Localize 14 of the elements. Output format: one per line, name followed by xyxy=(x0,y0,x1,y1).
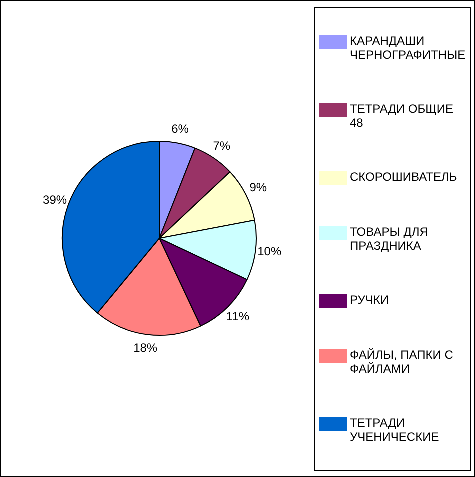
data-label: 11% xyxy=(226,309,250,324)
legend-label: СКОРОШИВАТЕЛЬ xyxy=(350,170,458,184)
data-label: 7% xyxy=(213,139,231,154)
legend-label: КАРАНДАШИ ЧЕРНОГРАФИТНЫЕ xyxy=(350,34,467,62)
data-label: 39% xyxy=(43,193,68,208)
data-label: 6% xyxy=(172,122,190,136)
legend-label: РУЧКИ xyxy=(350,293,389,307)
data-label: 10% xyxy=(258,244,282,259)
legend-label: ТОВАРЫ ДЛЯ ПРАЗДНИКА xyxy=(350,225,430,253)
data-label: 18% xyxy=(134,340,158,355)
legend-label: ФАЙЛЫ, ПАПКИ С ФАЙЛАМИ xyxy=(350,348,454,376)
legend-label: ТЕТРАДИ УЧЕНИЧЕСКИЕ xyxy=(350,416,440,444)
data-label: 9% xyxy=(250,180,268,194)
legend-label: ТЕТРАДИ ОБЩИЕ 48 xyxy=(350,102,454,130)
